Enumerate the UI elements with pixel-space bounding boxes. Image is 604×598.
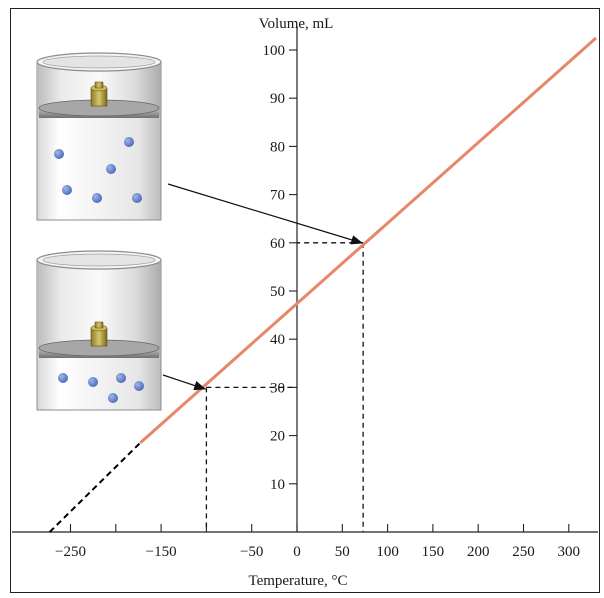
y-tick-label: 100 bbox=[263, 43, 286, 59]
x-axis-title: Temperature, °C bbox=[248, 573, 347, 589]
arrow-upper-pointer bbox=[167, 183, 364, 245]
x-tick-label: 300 bbox=[558, 544, 581, 560]
y-tick-label: 50 bbox=[270, 284, 285, 300]
arrow-lower-pointer bbox=[162, 374, 207, 391]
y-axis-title: Volume, mL bbox=[259, 16, 334, 32]
y-tick-label: 80 bbox=[270, 139, 285, 155]
x-tick-label: 100 bbox=[376, 544, 399, 560]
x-tick-label: 250 bbox=[512, 544, 535, 560]
y-tick-label: 90 bbox=[270, 91, 285, 107]
y-tick-label: 70 bbox=[270, 188, 285, 204]
y-tick-label: 20 bbox=[270, 429, 285, 445]
x-tick-label: 50 bbox=[335, 544, 350, 560]
x-tick-label: 150 bbox=[422, 544, 445, 560]
y-tick-label: 10 bbox=[270, 477, 285, 493]
gas-cylinder-icon bbox=[36, 250, 162, 411]
volume-temperature-line bbox=[139, 36, 597, 444]
x-tick-label: 0 bbox=[293, 544, 301, 560]
y-tick-label: 40 bbox=[270, 332, 285, 348]
x-tick-label: 200 bbox=[467, 544, 490, 560]
x-tick-label: −150 bbox=[146, 544, 177, 560]
extrapolated-line bbox=[48, 442, 141, 533]
y-tick-label: 60 bbox=[270, 236, 285, 252]
x-tick-label: −50 bbox=[240, 544, 263, 560]
figure-frame bbox=[10, 8, 600, 593]
series-layer bbox=[48, 36, 597, 533]
axes-layer: −250 −150 −50 0 50 100 150 200 250 300 10 20 30 40 50 6… bbox=[12, 25, 598, 560]
gas-cylinder-icon bbox=[36, 52, 162, 221]
y-tick-label: 30 bbox=[270, 380, 285, 396]
x-tick-label: −250 bbox=[55, 544, 86, 560]
